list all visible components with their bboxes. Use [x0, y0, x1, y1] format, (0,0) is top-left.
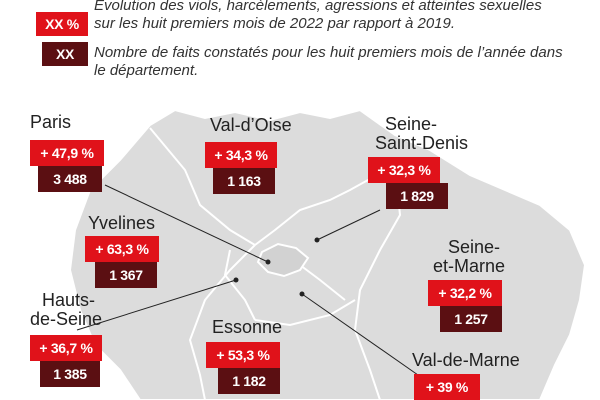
paris-change: + 47,9 %: [30, 140, 104, 166]
leader-lines: [76, 184, 419, 376]
paris-name: Paris: [30, 112, 72, 132]
hauts-de-seine-name-line2: de-Seine: [30, 309, 103, 329]
seine-et-marne-change: + 32,2 %: [428, 280, 502, 306]
yvelines-change: + 63,3 %: [85, 236, 159, 262]
legend-change-description: Évolution des viols, harcèlements, agres…: [94, 0, 542, 32]
seine-et-marne-count: 1 257: [440, 306, 502, 332]
seine-et-marne-name-line1: Seine-: [448, 237, 501, 257]
essonne-change: + 53,3 %: [206, 342, 280, 368]
legend-count-swatch: XX: [42, 42, 88, 66]
val-de-marne-change: + 39 %: [414, 374, 480, 400]
seine-et-marne-name-line2: et-Marne: [433, 256, 506, 276]
legend-percent-swatch: XX %: [36, 12, 88, 36]
hauts-de-seine-change: + 36,7 %: [30, 335, 102, 361]
yvelines-name: Yvelines: [88, 213, 156, 233]
val-de-marne-name: Val-de-Marne: [412, 350, 520, 370]
seine-saint-denis-count: 1 829: [386, 183, 448, 209]
yvelines-count: 1 367: [95, 262, 157, 288]
val-doise-change: + 34,3 %: [205, 142, 277, 168]
val-doise-count: 1 163: [213, 168, 275, 194]
hauts-de-seine-count: 1 385: [40, 361, 100, 387]
seine-saint-denis-change: + 32,3 %: [368, 157, 440, 183]
seine-saint-denis-name-line2: Saint-Denis: [375, 133, 469, 153]
department-borders: [149, 127, 402, 400]
paris-count: 3 488: [38, 166, 102, 192]
leader-dots: [233, 237, 320, 297]
essonne-name: Essonne: [212, 317, 283, 337]
essonne-count: 1 182: [218, 368, 280, 394]
hauts-de-seine-name-line1: Hauts-: [42, 290, 96, 310]
val-doise-name: Val-d’Oise: [210, 115, 292, 135]
legend-count-description: Nombre de faits constatés pour les huit …: [94, 44, 563, 79]
seine-saint-denis-name-line1: Seine-: [385, 114, 438, 134]
paris-shape: [256, 242, 310, 278]
